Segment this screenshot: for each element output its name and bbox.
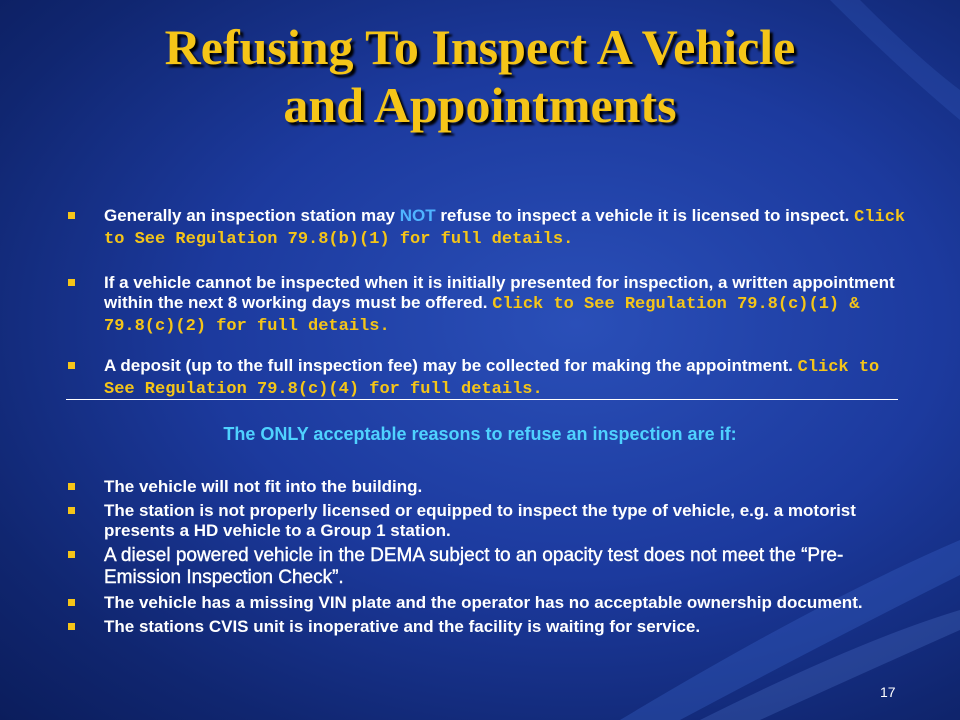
list-item: If a vehicle cannot be inspected when it…: [66, 273, 906, 337]
regulation-link-79-8-b-1[interactable]: Click to See Regulation 79.8(b)(1) for f…: [104, 208, 906, 249]
square-bullet-icon: [68, 279, 75, 286]
square-bullet-icon: [68, 483, 75, 490]
list-item: Generally an inspection station may NOT …: [66, 206, 906, 250]
square-bullet-icon: [68, 212, 75, 219]
title-line-2: and Appointments: [283, 77, 677, 133]
subheading: The ONLY acceptable reasons to refuse an…: [223, 424, 737, 444]
square-bullet-icon: [68, 362, 75, 369]
not-highlight: NOT: [399, 206, 436, 225]
page-number: 17: [880, 684, 896, 700]
title-line-1: Refusing To Inspect A Vehicle: [164, 19, 796, 75]
square-bullet-icon: [68, 599, 75, 606]
regulation-link-79-8-c-4[interactable]: Click to See Regulation 79.8(c)(4) for f…: [104, 358, 880, 399]
divider: [66, 399, 898, 400]
list-item: The stations CVIS unit is inoperative an…: [66, 617, 906, 637]
square-bullet-icon: [68, 623, 75, 630]
regulation-link-79-8-c-1-c-2[interactable]: Click to See Regulation 79.8(c)(1) & 79.…: [104, 295, 860, 336]
list-item: A diesel powered vehicle in the DEMA sub…: [66, 545, 906, 589]
list-item: The vehicle has a missing VIN plate and …: [66, 593, 906, 613]
refusal-reasons-list: The vehicle will not fit into the buildi…: [66, 477, 906, 641]
list-item: The station is not properly licensed or …: [66, 501, 906, 541]
square-bullet-icon: [68, 507, 75, 514]
list-item: The vehicle will not fit into the buildi…: [66, 477, 906, 497]
square-bullet-icon: [68, 551, 75, 558]
list-item: A deposit (up to the full inspection fee…: [66, 356, 906, 400]
regulation-bullet-list: Generally an inspection station may NOT …: [66, 206, 906, 423]
slide-title: Refusing To Inspect A Vehicle and Appoin…: [0, 18, 960, 134]
